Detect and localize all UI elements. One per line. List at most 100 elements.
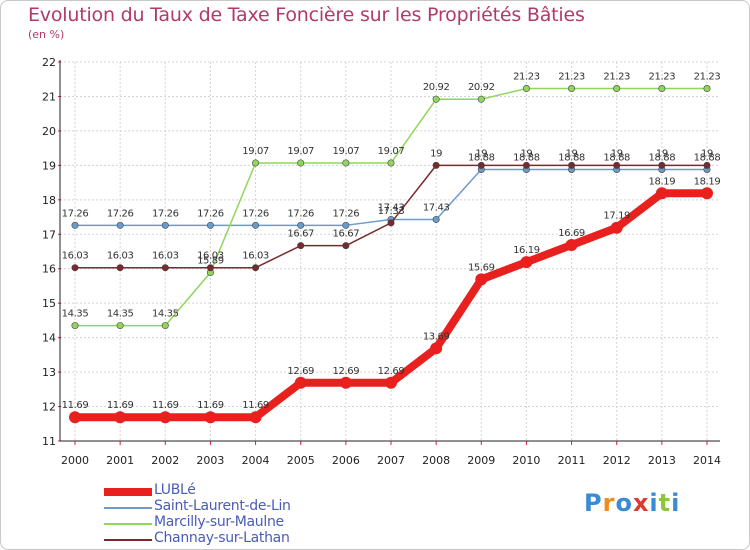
x-tick-label: 2002 bbox=[151, 454, 179, 467]
data-point bbox=[339, 376, 352, 389]
data-point bbox=[522, 161, 530, 169]
data-label: 17.26 bbox=[242, 208, 269, 219]
data-label: 19 bbox=[475, 148, 487, 159]
data-point bbox=[703, 85, 711, 93]
data-label: 11.69 bbox=[107, 400, 134, 411]
data-label: 21.23 bbox=[513, 72, 540, 83]
proxiti-logo: Proxiti bbox=[584, 489, 680, 517]
data-label: 19.07 bbox=[287, 146, 314, 157]
data-label: 18.88 bbox=[603, 152, 630, 163]
data-label: 18.88 bbox=[558, 152, 585, 163]
data-label: 14.35 bbox=[152, 309, 179, 320]
data-label: 15.89 bbox=[197, 256, 224, 267]
data-label: 16.67 bbox=[333, 229, 360, 240]
data-label: 21.23 bbox=[558, 72, 585, 83]
data-point bbox=[116, 264, 124, 272]
logo-letter: P bbox=[584, 489, 603, 517]
data-point bbox=[342, 221, 350, 229]
y-tick-label: 11 bbox=[42, 435, 56, 448]
y-tick-label: 13 bbox=[42, 366, 56, 379]
data-label: 20.92 bbox=[423, 82, 450, 93]
data-point bbox=[71, 264, 79, 272]
data-label: 14.35 bbox=[62, 309, 89, 320]
data-label: 17.26 bbox=[62, 208, 89, 219]
y-tick-label: 14 bbox=[42, 332, 56, 345]
data-point bbox=[658, 161, 666, 169]
x-tick-label: 2001 bbox=[106, 454, 134, 467]
x-tick-label: 2004 bbox=[242, 454, 270, 467]
data-label: 12.69 bbox=[378, 366, 405, 377]
data-label: 17.43 bbox=[423, 202, 450, 213]
logo-letter: t bbox=[658, 489, 672, 517]
legend-swatch bbox=[104, 539, 152, 541]
x-tick-label: 2008 bbox=[422, 454, 450, 467]
legend-swatch bbox=[104, 523, 152, 525]
data-label: 19 bbox=[656, 148, 668, 159]
logo-letter: r bbox=[602, 489, 616, 517]
data-label: 17.43 bbox=[378, 202, 405, 213]
data-point bbox=[477, 95, 485, 103]
x-tick-label: 2014 bbox=[693, 454, 721, 467]
x-tick-label: 2009 bbox=[467, 454, 495, 467]
data-label: 16.03 bbox=[242, 251, 269, 262]
x-tick-label: 2006 bbox=[332, 454, 360, 467]
data-point bbox=[522, 85, 530, 93]
logo-letter: i bbox=[671, 489, 681, 517]
x-tick-label: 2011 bbox=[558, 454, 586, 467]
data-point bbox=[294, 376, 307, 389]
data-label: 19.07 bbox=[242, 146, 269, 157]
data-label: 19.07 bbox=[378, 146, 405, 157]
data-point bbox=[159, 411, 172, 424]
data-label: 16.67 bbox=[287, 229, 314, 240]
legend-label: Marcilly-sur-Maulne bbox=[154, 514, 284, 530]
x-tick-label: 2012 bbox=[603, 454, 631, 467]
data-point bbox=[297, 159, 305, 167]
data-point bbox=[342, 159, 350, 167]
logo-letter: x bbox=[632, 489, 650, 517]
data-label: 17.26 bbox=[333, 208, 360, 219]
data-label: 16.03 bbox=[152, 251, 179, 262]
data-point bbox=[568, 85, 576, 93]
legend-label: LUBLé bbox=[154, 482, 196, 498]
data-label: 16.03 bbox=[197, 251, 224, 262]
legend-label: Saint-Laurent-de-Lin bbox=[154, 498, 291, 514]
data-point bbox=[387, 219, 395, 227]
data-label: 14.35 bbox=[107, 309, 134, 320]
x-tick-label: 2013 bbox=[648, 454, 676, 467]
data-point bbox=[71, 322, 79, 330]
data-label: 12.69 bbox=[333, 366, 360, 377]
data-label: 17.26 bbox=[107, 208, 134, 219]
data-point bbox=[252, 221, 260, 229]
data-label: 11.69 bbox=[197, 400, 224, 411]
data-label: 12.69 bbox=[287, 366, 314, 377]
data-label: 18.88 bbox=[468, 152, 495, 163]
data-label: 17.26 bbox=[197, 208, 224, 219]
data-point bbox=[252, 159, 260, 167]
data-point bbox=[387, 159, 395, 167]
data-label: 21.23 bbox=[649, 72, 676, 83]
data-point bbox=[249, 411, 262, 424]
data-point bbox=[116, 322, 124, 330]
data-point bbox=[703, 161, 711, 169]
data-point bbox=[432, 215, 440, 223]
y-tick-label: 15 bbox=[42, 297, 56, 310]
data-point bbox=[701, 187, 713, 200]
data-label: 19 bbox=[611, 148, 623, 159]
data-point bbox=[161, 322, 169, 330]
data-label: 19 bbox=[430, 148, 442, 159]
data-point bbox=[520, 256, 533, 269]
data-label: 16.03 bbox=[107, 251, 134, 262]
y-tick-label: 22 bbox=[42, 56, 56, 69]
data-point bbox=[610, 221, 623, 234]
data-label: 17.19 bbox=[603, 211, 630, 222]
data-label: 19.07 bbox=[333, 146, 360, 157]
data-label: 16.03 bbox=[62, 251, 89, 262]
y-tick-label: 16 bbox=[42, 263, 56, 276]
data-point bbox=[161, 264, 169, 272]
data-label: 18.88 bbox=[694, 152, 721, 163]
y-tick-label: 21 bbox=[42, 90, 56, 103]
data-label: 11.69 bbox=[242, 400, 269, 411]
data-label: 11.69 bbox=[152, 400, 179, 411]
data-point bbox=[206, 264, 214, 272]
